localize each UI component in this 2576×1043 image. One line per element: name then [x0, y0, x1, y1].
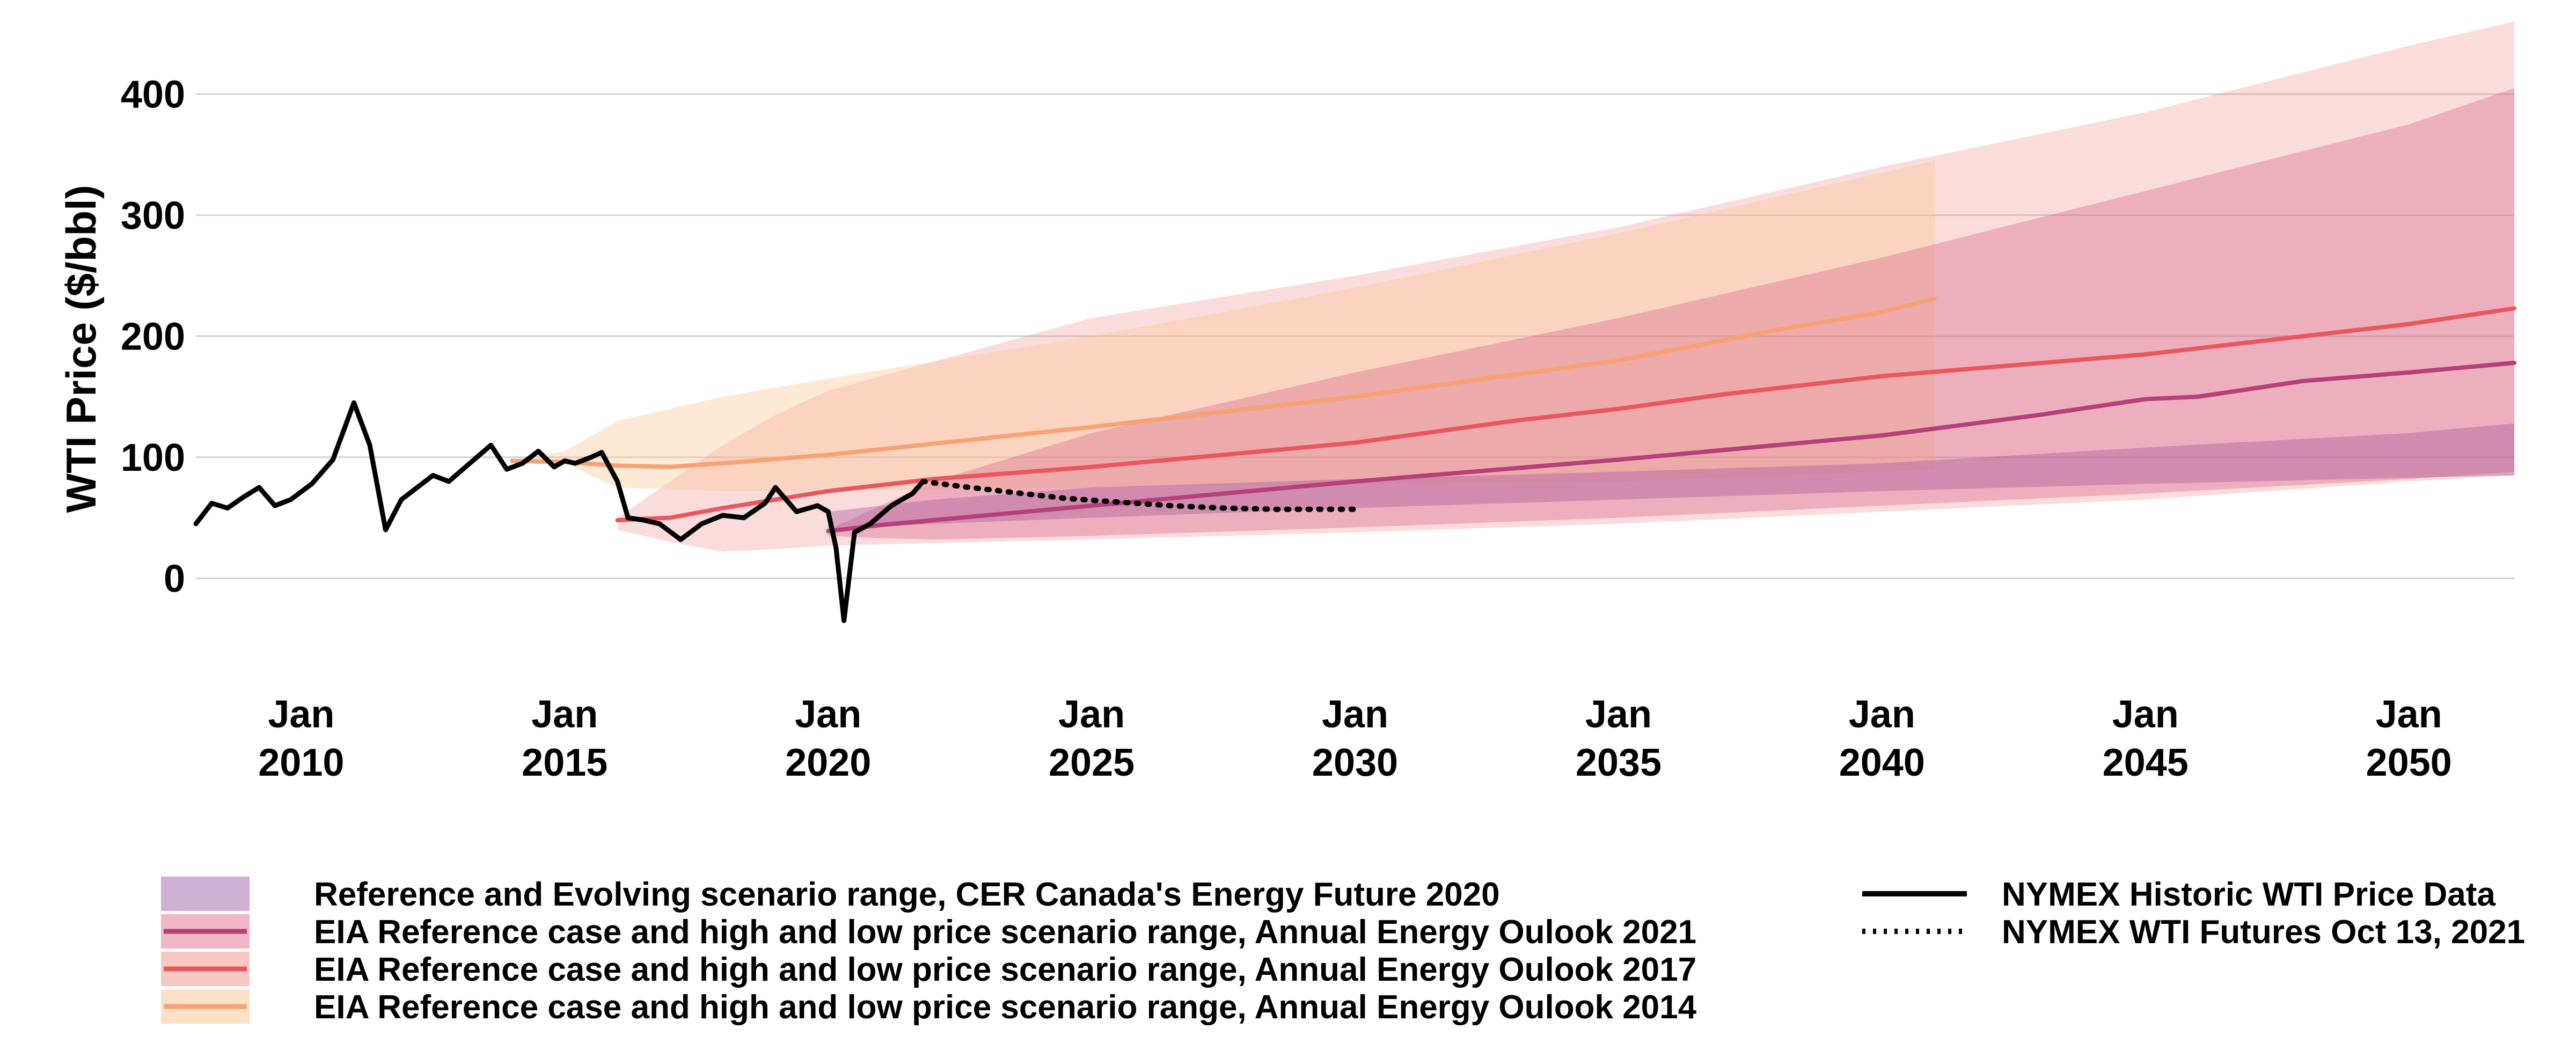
band-0 [828, 423, 2514, 530]
legend-swatch [161, 877, 250, 911]
x-tick-month: Jan [268, 693, 334, 736]
x-tick-year: 2015 [522, 741, 608, 784]
legend-label: EIA Reference case and high and low pric… [314, 951, 1696, 988]
legend-swatch [161, 914, 250, 949]
legend-label: NYMEX WTI Futures Oct 13, 2021 [2002, 914, 2525, 951]
legend: Reference and Evolving scenario range, C… [161, 876, 2525, 1026]
x-tick-year: 2030 [1312, 741, 1398, 784]
series-line-1 [615, 306, 2516, 522]
x-tick-month: Jan [1585, 693, 1652, 736]
x-axis-ticks: Jan 2010 Jan 2015 Jan 2020 Jan 2025 Jan 2030 Jan 20… [258, 693, 2451, 784]
legend-label: NYMEX Historic WTI Price Data [2002, 876, 2496, 913]
series-lines [193, 296, 2516, 623]
series-line-4 [920, 478, 1358, 512]
y-tick-label: 400 [121, 73, 185, 116]
x-tick-month: Jan [2376, 693, 2442, 736]
x-tick-year: 2020 [785, 741, 871, 784]
band-3 [512, 161, 1935, 491]
x-tick-month: Jan [531, 693, 598, 736]
x-tick-month: Jan [795, 693, 861, 736]
legend-label: EIA Reference case and high and low pric… [314, 914, 1696, 951]
y-axis-ticks: 0 100 200 300 400 [121, 73, 185, 600]
x-tick-year: 2050 [2366, 741, 2452, 784]
x-tick-year: 2045 [2103, 741, 2189, 784]
legend-swatch [161, 989, 250, 1024]
legend-label: Reference and Evolving scenario range, C… [314, 876, 1500, 913]
x-tick-month: Jan [1322, 693, 1388, 736]
y-tick-label: 0 [164, 557, 185, 600]
x-tick-month: Jan [2112, 693, 2179, 736]
series-line-3 [193, 400, 926, 623]
x-tick-month: Jan [1849, 693, 1915, 736]
y-tick-label: 100 [121, 436, 185, 479]
series-line-0 [826, 360, 2516, 534]
scenario-bands [512, 21, 2514, 552]
y-axis-title: WTI Price ($/bbl) [57, 185, 105, 513]
band-1 [828, 88, 2514, 540]
gridlines [196, 93, 2514, 579]
x-tick-year: 2040 [1839, 741, 1925, 784]
x-tick-year: 2025 [1049, 741, 1135, 784]
legend-swatch [161, 952, 250, 986]
legend-swatch-fill [161, 877, 250, 911]
band-2 [617, 21, 2514, 552]
x-tick-year: 2010 [258, 741, 344, 784]
y-tick-label: 300 [121, 194, 185, 237]
legend-label: EIA Reference case and high and low pric… [314, 989, 1697, 1026]
x-tick-month: Jan [1058, 693, 1125, 736]
y-tick-label: 200 [121, 315, 185, 358]
x-tick-year: 2035 [1576, 741, 1662, 784]
